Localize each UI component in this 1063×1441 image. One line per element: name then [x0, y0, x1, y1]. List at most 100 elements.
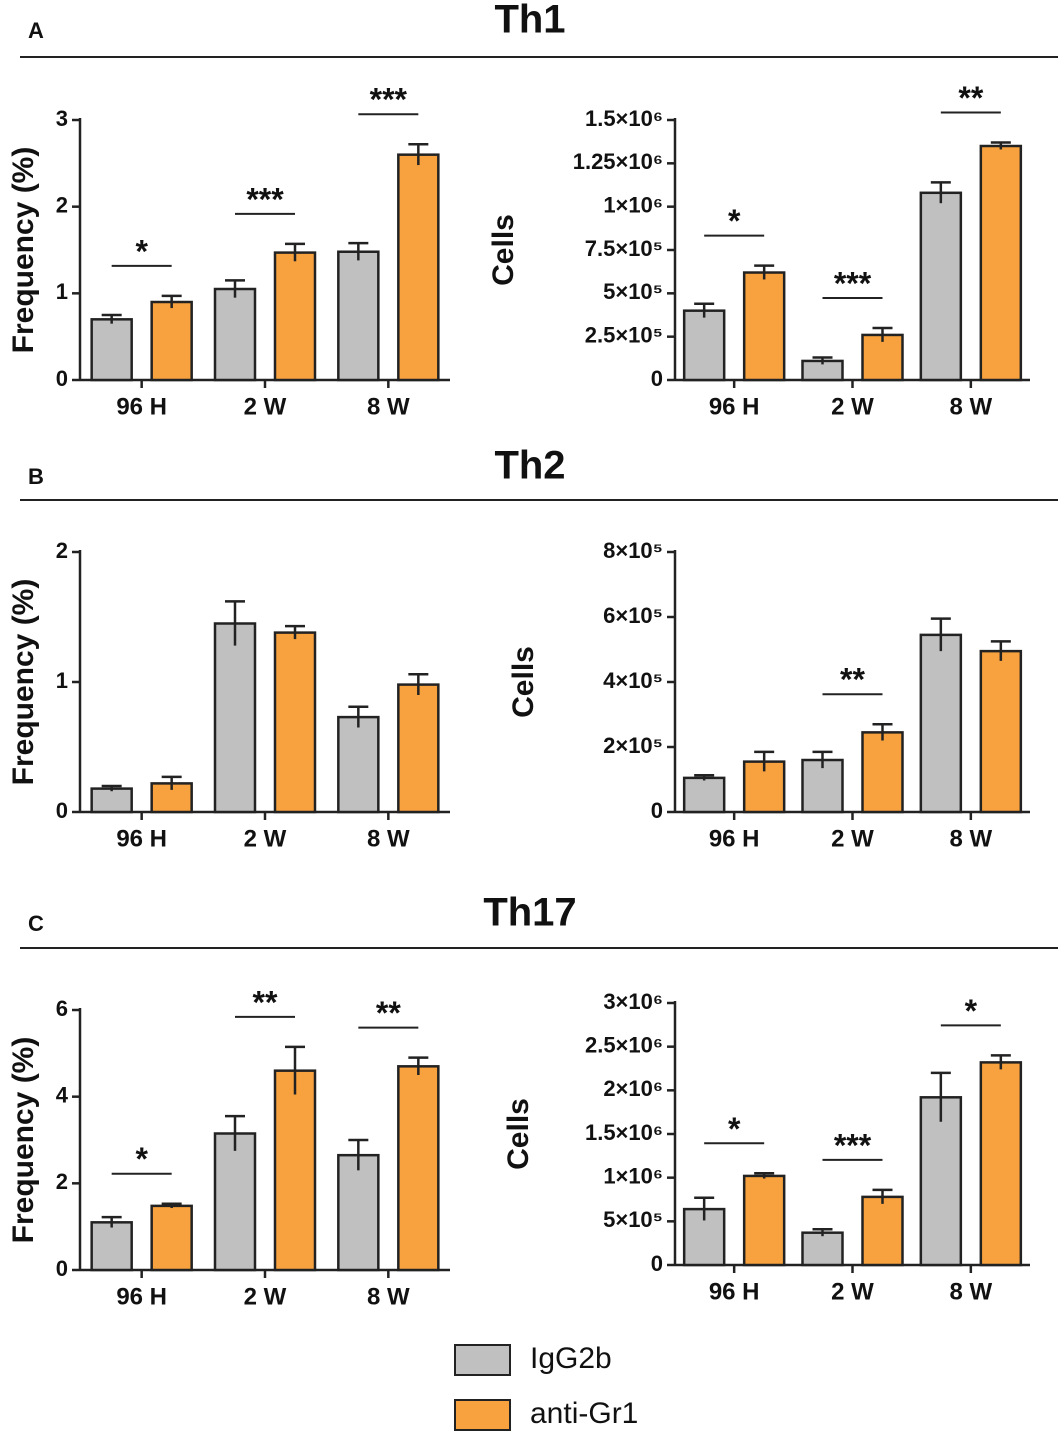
significance-stars: ***	[370, 82, 408, 118]
y-tick-label: 2	[56, 192, 68, 217]
bar	[150, 300, 193, 382]
section-title: Th2	[494, 444, 565, 488]
bar	[682, 776, 726, 814]
bar	[213, 622, 257, 814]
significance-stars: *	[965, 993, 978, 1029]
bar	[742, 271, 786, 382]
bar	[979, 144, 1023, 382]
y-tick-label: 2	[56, 538, 68, 563]
y-tick-label: 2.5×10⁶	[585, 1032, 663, 1057]
x-tick-label: 8 W	[949, 825, 992, 852]
y-tick-label: 1.5×10⁶	[585, 1120, 663, 1145]
y-tick-label: 0	[651, 798, 663, 823]
x-tick-label: 8 W	[367, 1283, 410, 1310]
y-axis-label: Cells	[487, 214, 520, 286]
x-tick-label: 96 H	[709, 1278, 760, 1305]
section-title: Th17	[483, 891, 576, 935]
bar	[90, 318, 133, 382]
bar	[919, 633, 963, 814]
y-axis-label: Frequency (%)	[7, 1037, 40, 1244]
bar	[213, 1132, 257, 1272]
x-tick-label: 8 W	[367, 393, 410, 420]
y-axis-label: Cells	[502, 1098, 535, 1170]
legend-label: anti-Gr1	[530, 1397, 638, 1430]
bar	[861, 1195, 904, 1267]
bar	[397, 153, 440, 382]
y-axis-label: Frequency (%)	[7, 147, 40, 354]
bar	[273, 1069, 317, 1272]
x-tick-label: 96 H	[709, 825, 760, 852]
x-tick-label: 2 W	[244, 1283, 287, 1310]
significance-stars: **	[376, 995, 401, 1031]
significance-stars: *	[135, 1141, 148, 1177]
significance-stars: ***	[834, 265, 872, 301]
x-tick-label: 2 W	[244, 393, 287, 420]
y-axis-label: Frequency (%)	[7, 579, 40, 786]
chart: Cells 0 2.5×10⁵ 5×10⁵ 7.5×10⁵ 1×10⁶ 1.25×10⁶ 1.…	[487, 80, 1030, 420]
y-tick-label: 2.5×10⁵	[585, 322, 663, 347]
y-tick-label: 0	[56, 798, 68, 823]
y-tick-label: 1.5×10⁶	[585, 106, 663, 131]
x-tick-label: 96 H	[116, 1283, 167, 1310]
bar	[90, 1221, 133, 1272]
bar	[337, 715, 380, 814]
significance-stars: *	[135, 233, 148, 269]
bar	[397, 1065, 440, 1272]
bar	[801, 1231, 844, 1267]
bar	[919, 191, 963, 382]
x-tick-label: 8 W	[949, 1278, 992, 1305]
y-tick-label: 1	[56, 668, 68, 693]
y-tick-label: 6×10⁵	[603, 603, 663, 628]
x-tick-label: 8 W	[949, 393, 992, 420]
y-tick-label: 1	[56, 279, 68, 304]
y-tick-label: 0	[56, 1256, 68, 1281]
y-tick-label: 3×10⁶	[603, 989, 663, 1014]
y-tick-label: 0	[651, 1251, 663, 1276]
legend-swatch	[454, 1344, 511, 1376]
significance-stars: *	[728, 203, 741, 239]
y-tick-label: 4×10⁵	[603, 668, 663, 693]
x-tick-label: 96 H	[709, 393, 760, 420]
panel-letter: B	[28, 464, 44, 489]
chart: Cells 0 5×10⁵ 1×10⁶ 1.5×10⁶ 2×10⁶ 2.5×10⁶ 3×10⁶…	[502, 989, 1030, 1305]
bar	[213, 287, 257, 382]
y-tick-label: 3	[56, 106, 68, 131]
y-tick-label: 1×10⁶	[603, 1163, 663, 1188]
y-tick-label: 5×10⁵	[603, 1207, 663, 1232]
y-axis-label: Cells	[507, 646, 540, 718]
significance-stars: **	[840, 662, 865, 698]
y-tick-label: 5×10⁵	[603, 279, 663, 304]
bar	[90, 787, 133, 814]
chart: Cells 0 2×10⁵ 4×10⁵ 6×10⁵ 8×10⁵ 96 H 2 W 8 W **	[507, 538, 1030, 852]
significance-stars: *	[728, 1111, 741, 1147]
y-tick-label: 1.25×10⁶	[573, 149, 663, 174]
bar	[337, 250, 380, 382]
legend-swatch	[454, 1399, 511, 1431]
y-tick-label: 1×10⁶	[603, 192, 663, 217]
panel-letter: C	[28, 911, 44, 936]
significance-stars: **	[958, 80, 983, 116]
x-tick-label: 96 H	[116, 825, 167, 852]
y-tick-label: 7.5×10⁵	[585, 236, 663, 261]
y-tick-label: 4	[56, 1082, 69, 1107]
y-tick-label: 0	[56, 366, 68, 391]
bar	[742, 1174, 786, 1267]
y-tick-label: 8×10⁵	[603, 538, 663, 563]
bar	[919, 1096, 963, 1267]
x-tick-label: 2 W	[831, 393, 874, 420]
y-tick-label: 0	[651, 366, 663, 391]
significance-stars: ***	[834, 1127, 872, 1163]
bar	[150, 1204, 193, 1272]
bar	[861, 731, 904, 814]
bar	[273, 631, 317, 814]
x-tick-label: 2 W	[831, 825, 874, 852]
bar	[979, 649, 1023, 814]
x-tick-label: 96 H	[116, 393, 167, 420]
section-title: Th1	[494, 0, 565, 42]
bar	[273, 251, 317, 382]
bar	[337, 1153, 380, 1272]
significance-stars: ***	[246, 181, 284, 217]
